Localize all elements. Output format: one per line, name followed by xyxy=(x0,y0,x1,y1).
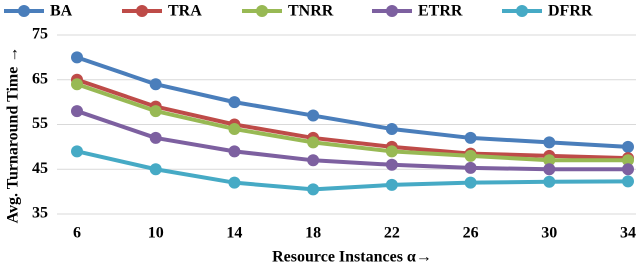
x-tick-label: 26 xyxy=(463,225,479,242)
data-point xyxy=(149,163,162,176)
legend-marker xyxy=(136,5,148,17)
data-point xyxy=(543,136,556,149)
data-point xyxy=(71,78,83,91)
x-tick-label: 34 xyxy=(620,225,636,242)
data-point xyxy=(71,145,83,158)
data-point xyxy=(622,140,634,153)
data-point xyxy=(307,154,320,167)
data-point xyxy=(622,154,634,167)
data-point xyxy=(228,96,241,109)
data-point xyxy=(71,105,83,118)
data-point xyxy=(464,161,477,174)
data-point xyxy=(622,175,634,188)
data-point xyxy=(385,158,398,171)
x-tick-label: 14 xyxy=(226,225,242,242)
data-point xyxy=(385,122,398,135)
data-point xyxy=(307,183,320,196)
legend-marker xyxy=(256,5,268,17)
x-tick-label: 30 xyxy=(541,225,557,242)
data-point xyxy=(464,176,477,189)
y-tick-label: 35 xyxy=(32,205,48,222)
legend-label: DFRR xyxy=(548,3,593,20)
x-tick-label: 22 xyxy=(384,225,400,242)
x-tick-label: 18 xyxy=(305,225,321,242)
series-line xyxy=(76,77,629,161)
legend-label: TRA xyxy=(168,3,202,20)
x-tick-label: 10 xyxy=(148,225,164,242)
data-point xyxy=(543,154,556,167)
y-tick-label: 55 xyxy=(32,115,48,132)
y-axis-label: Avg. Turnaround Time → xyxy=(5,47,22,224)
data-point xyxy=(228,145,241,158)
legend-marker xyxy=(386,5,398,17)
data-point xyxy=(464,149,477,162)
data-point xyxy=(385,145,398,158)
y-tick-label: 65 xyxy=(32,70,48,87)
series-line xyxy=(76,149,629,192)
data-point xyxy=(149,78,162,91)
legend-marker xyxy=(516,5,528,17)
legend-label: BA xyxy=(50,3,73,20)
data-point xyxy=(622,163,634,176)
data-point xyxy=(228,122,241,135)
x-tick-label: 6 xyxy=(73,225,81,242)
legend-label: ETRR xyxy=(418,3,463,20)
y-tick-label: 75 xyxy=(32,26,48,43)
y-tick-label: 45 xyxy=(32,160,48,177)
data-point xyxy=(307,109,320,122)
series-line xyxy=(76,109,628,172)
legend-label: TNRR xyxy=(288,3,334,20)
legend-marker xyxy=(18,5,30,17)
data-point xyxy=(228,176,241,189)
series-line xyxy=(76,82,628,163)
data-point xyxy=(385,178,398,191)
data-point xyxy=(149,105,162,118)
data-point xyxy=(543,163,556,176)
data-point xyxy=(464,131,477,144)
series-line xyxy=(76,55,629,149)
data-point xyxy=(71,51,83,64)
data-point xyxy=(543,175,556,188)
data-point xyxy=(149,131,162,144)
data-point xyxy=(307,136,320,149)
x-axis-label: Resource Instances α→ xyxy=(272,249,432,266)
